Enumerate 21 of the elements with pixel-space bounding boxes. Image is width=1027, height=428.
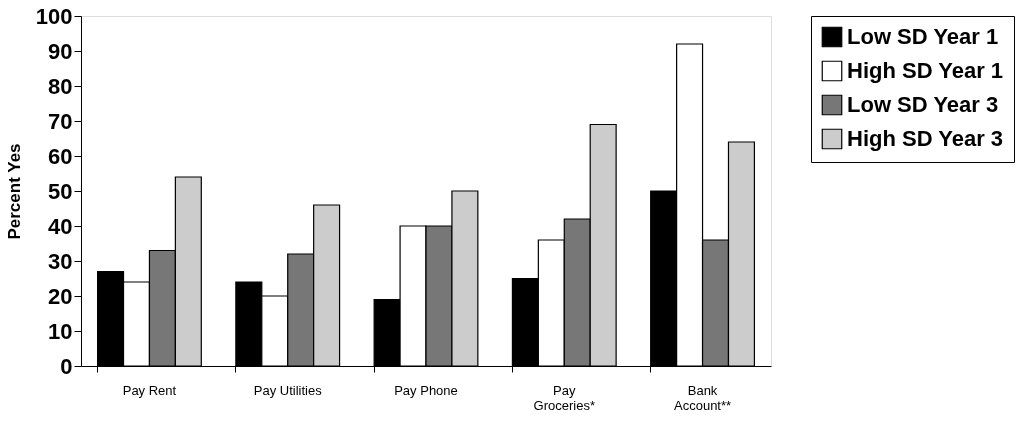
- x-tick-label: Pay Utilities: [253, 382, 323, 398]
- legend-label: Low SD Year 1: [847, 24, 999, 49]
- y-tick-label: 20: [48, 283, 73, 309]
- y-tick-label: 30: [48, 248, 73, 274]
- y-tick-label: 90: [48, 38, 73, 64]
- y-tick-label: 80: [48, 73, 73, 99]
- y-tick-label: 60: [48, 143, 73, 169]
- y-tick-label: 10: [48, 318, 73, 344]
- y-tick-label: 50: [48, 178, 73, 204]
- y-tick-label: 40: [48, 213, 73, 239]
- y-tick-label: 0: [60, 353, 73, 379]
- y-tick-label: 100: [35, 3, 73, 29]
- y-axis-title: Percent Yes: [4, 143, 24, 240]
- x-tick-label: Pay Phone: [394, 382, 458, 398]
- legend-label: High SD Year 1: [847, 58, 1004, 83]
- x-tick-label: Bank Account**: [674, 382, 732, 413]
- x-tick-label: Pay Groceries*: [533, 382, 595, 413]
- x-tick-label: Pay Rent: [122, 382, 177, 398]
- y-tick-label: 70: [48, 108, 73, 134]
- legend-label: Low SD Year 3: [847, 92, 999, 117]
- legend-label: High SD Year 3: [847, 126, 1004, 151]
